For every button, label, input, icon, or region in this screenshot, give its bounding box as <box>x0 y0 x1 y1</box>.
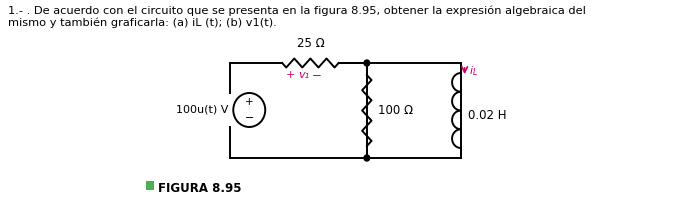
Text: 1.- . De acuerdo con el circuito que se presenta en la figura 8.95, obtener la e: 1.- . De acuerdo con el circuito que se … <box>8 5 585 16</box>
FancyBboxPatch shape <box>146 181 154 189</box>
Text: 100u(t) V: 100u(t) V <box>176 105 229 115</box>
Text: +: + <box>245 97 253 107</box>
Circle shape <box>364 60 370 66</box>
Text: mismo y también graficarla: (a) iL (t); (b) v1(t).: mismo y también graficarla: (a) iL (t); … <box>8 18 276 28</box>
Text: +: + <box>286 70 295 80</box>
Text: 25 Ω: 25 Ω <box>297 37 324 50</box>
Text: $i_L$: $i_L$ <box>470 64 478 78</box>
Text: v₁: v₁ <box>298 70 309 80</box>
Text: −: − <box>244 113 254 123</box>
Text: −: − <box>312 68 321 82</box>
Text: FIGURA 8.95: FIGURA 8.95 <box>158 182 242 195</box>
Circle shape <box>364 155 370 161</box>
Text: 100 Ω: 100 Ω <box>378 104 413 117</box>
Text: 0.02 H: 0.02 H <box>468 109 507 122</box>
